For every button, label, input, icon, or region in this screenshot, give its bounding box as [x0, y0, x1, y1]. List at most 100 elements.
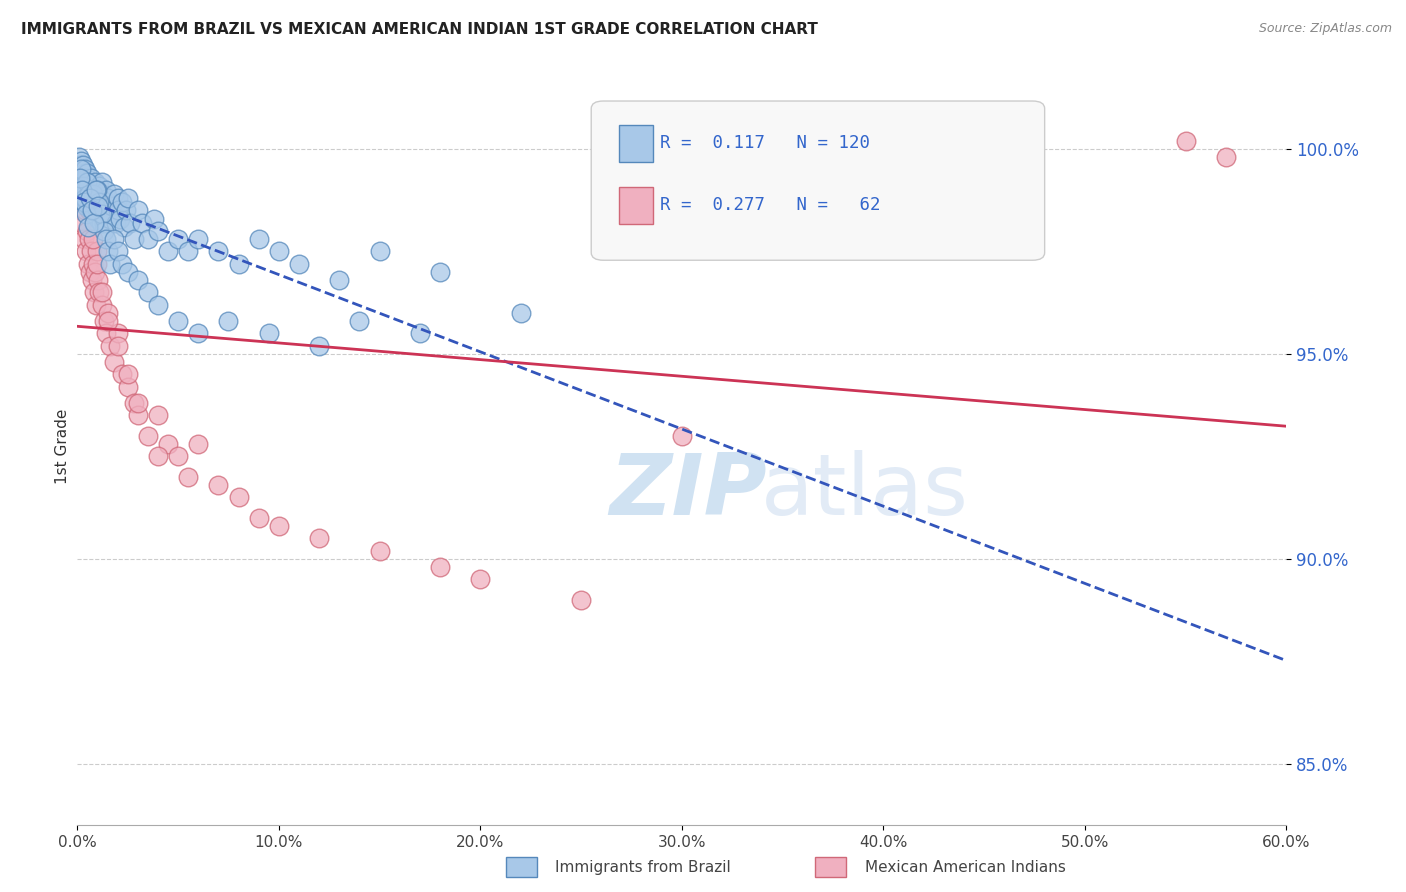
Point [146, 297, 169, 311]
Point [122, 232, 145, 246]
Point [69, 170, 91, 185]
Point [368, 543, 391, 558]
Point [82, 257, 104, 271]
Point [167, 449, 190, 463]
Point [67, 150, 90, 164]
Point [79, 199, 101, 213]
Point [75, 199, 97, 213]
Point [69, 158, 91, 172]
Point [671, 429, 693, 443]
Point [80, 170, 103, 185]
Point [80, 244, 103, 259]
Point [187, 232, 209, 246]
Point [70, 166, 93, 180]
Point [82, 232, 104, 246]
Point [75, 191, 97, 205]
Point [107, 244, 129, 259]
Point [103, 355, 125, 369]
Text: IMMIGRANTS FROM BRAZIL VS MEXICAN AMERICAN INDIAN 1ST GRADE CORRELATION CHART: IMMIGRANTS FROM BRAZIL VS MEXICAN AMERIC… [21, 22, 818, 37]
Point [76, 224, 98, 238]
Point [79, 178, 101, 193]
Point [108, 211, 131, 226]
Bar [619, 125, 652, 161]
Bar [619, 187, 652, 224]
Point [167, 314, 190, 328]
Point [76, 191, 98, 205]
Point [107, 191, 129, 205]
Point [114, 203, 136, 218]
Point [80, 191, 103, 205]
Point [93, 224, 115, 238]
Point [96, 191, 118, 205]
Point [103, 232, 125, 246]
Point [111, 195, 134, 210]
Point [89, 195, 111, 210]
Point [107, 203, 129, 218]
Point [75, 207, 97, 221]
Point [157, 244, 180, 259]
Point [187, 437, 209, 451]
Point [82, 195, 104, 210]
Point [89, 178, 111, 193]
Point [67, 162, 90, 177]
Point [157, 437, 180, 451]
Point [122, 396, 145, 410]
Point [86, 183, 108, 197]
Point [72, 175, 94, 189]
Point [73, 166, 96, 180]
Point [96, 244, 118, 259]
Point [107, 338, 129, 352]
Point [207, 244, 229, 259]
Point [86, 297, 108, 311]
Point [94, 326, 117, 341]
Point [86, 203, 108, 218]
Point [127, 203, 149, 218]
Point [67, 183, 90, 197]
Point [89, 285, 111, 300]
Point [93, 216, 115, 230]
Point [75, 170, 97, 185]
Point [127, 396, 149, 410]
Point [117, 191, 139, 205]
Point [70, 183, 93, 197]
Point [429, 560, 451, 574]
Point [70, 154, 93, 169]
Point [177, 469, 200, 483]
Point [90, 175, 112, 189]
Point [368, 244, 391, 259]
Point [429, 265, 451, 279]
Point [409, 326, 432, 341]
Point [83, 216, 105, 230]
Point [187, 326, 209, 341]
Point [77, 219, 100, 234]
Point [111, 368, 134, 382]
Point [167, 232, 190, 246]
Y-axis label: 1st Grade: 1st Grade [55, 409, 70, 483]
Point [247, 510, 270, 524]
Point [228, 490, 250, 504]
Point [69, 170, 91, 185]
Point [218, 314, 240, 328]
Point [73, 232, 96, 246]
Point [98, 211, 121, 226]
Point [83, 285, 105, 300]
Point [75, 178, 97, 193]
Point [77, 186, 100, 201]
Point [94, 232, 117, 246]
Point [72, 191, 94, 205]
Point [83, 207, 105, 221]
Point [146, 449, 169, 463]
Point [89, 199, 111, 213]
Point [72, 183, 94, 197]
Point [76, 195, 98, 210]
Point [72, 162, 94, 177]
Point [136, 232, 159, 246]
Point [89, 216, 111, 230]
Point [73, 195, 96, 210]
Point [69, 203, 91, 218]
Point [107, 326, 129, 341]
Point [94, 183, 117, 197]
Point [1215, 150, 1237, 164]
Point [76, 166, 98, 180]
Point [267, 244, 290, 259]
